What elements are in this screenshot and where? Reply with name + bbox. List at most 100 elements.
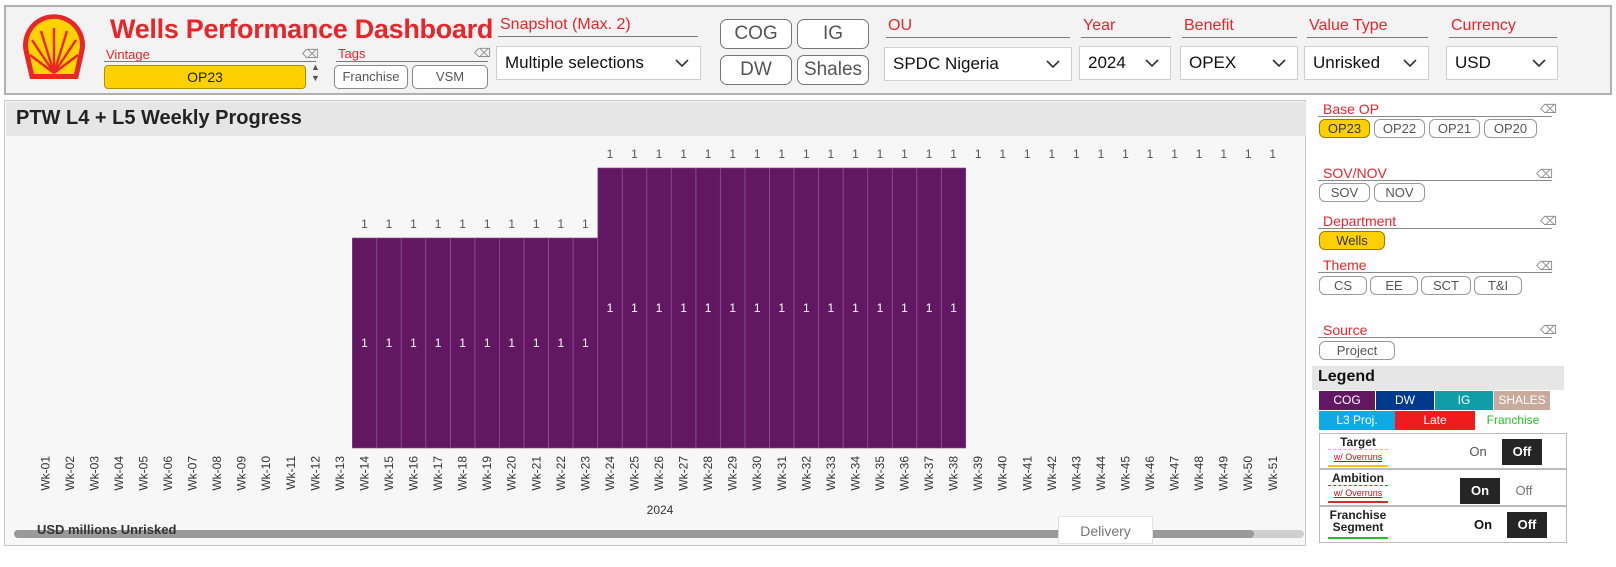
eraser-icon[interactable]: ⌫ — [302, 47, 319, 61]
x-tick-wk-14: Wk-14 — [357, 456, 371, 491]
year-underline — [1081, 37, 1171, 38]
total-label-wk-30: 1 — [754, 147, 761, 161]
benefit-value: OPEX — [1189, 53, 1237, 72]
x-tick-wk-35: Wk-35 — [873, 456, 887, 491]
franchise-off-button[interactable]: Off — [1507, 512, 1547, 538]
x-tick-wk-27: Wk-27 — [677, 456, 691, 491]
vintage-spinner[interactable]: ▲ ▼ — [311, 62, 320, 84]
x-tick-wk-16: Wk-16 — [407, 456, 421, 491]
bar-wk-24 — [597, 167, 623, 449]
eraser-icon[interactable]: ⌫ — [1540, 323, 1557, 337]
total-label-wk-40: 1 — [999, 147, 1006, 161]
spin-down-icon[interactable]: ▼ — [311, 73, 320, 83]
eraser-icon[interactable]: ⌫ — [1536, 259, 1553, 273]
eraser-icon[interactable]: ⌫ — [1540, 214, 1557, 228]
bar-wk-30 — [744, 167, 770, 449]
x-tick-wk-38: Wk-38 — [947, 456, 961, 491]
chevron-down-icon — [1532, 59, 1546, 68]
dw-button[interactable]: DW — [720, 55, 792, 85]
base-op-op20[interactable]: OP20 — [1484, 119, 1537, 138]
sov-button[interactable]: SOV — [1319, 183, 1370, 202]
ou-label: OU — [888, 17, 912, 34]
legend-chip-cog: COG — [1319, 391, 1375, 410]
target-label: Target — [1340, 435, 1376, 449]
shales-button[interactable]: Shales — [797, 55, 869, 85]
x-tick-wk-02: Wk-02 — [63, 456, 77, 491]
value-type-dropdown[interactable]: Unrisked — [1304, 46, 1429, 80]
x-tick-wk-31: Wk-31 — [775, 456, 789, 491]
ambition-on-button[interactable]: On — [1460, 478, 1500, 504]
franchise-on-button[interactable]: On — [1473, 517, 1493, 532]
x-tick-wk-06: Wk-06 — [161, 456, 175, 491]
x-tick-wk-40: Wk-40 — [996, 456, 1010, 491]
ou-dropdown[interactable]: SPDC Nigeria — [884, 47, 1072, 81]
department-wells[interactable]: Wells — [1319, 231, 1385, 250]
x-tick-wk-32: Wk-32 — [799, 456, 813, 491]
x-tick-wk-36: Wk-36 — [898, 456, 912, 491]
segment-label-wk-22: 1 — [557, 336, 564, 350]
segment-label-wk-18: 1 — [459, 336, 466, 350]
theme-label: Theme — [1323, 257, 1367, 273]
ig-button[interactable]: IG — [797, 19, 869, 49]
segment-label-wk-26: 1 — [656, 301, 663, 315]
segment-label-wk-33: 1 — [828, 301, 835, 315]
currency-dropdown[interactable]: USD — [1446, 46, 1558, 80]
x-tick-wk-50: Wk-50 — [1241, 456, 1255, 491]
chevron-down-icon — [675, 59, 689, 68]
ambition-off-button[interactable]: Off — [1515, 483, 1533, 498]
bar-wk-37 — [916, 167, 942, 449]
chevron-down-icon — [1046, 60, 1060, 69]
bar-wk-28 — [695, 167, 721, 449]
snapshot-dropdown[interactable]: Multiple selections — [496, 46, 701, 80]
delivery-tab[interactable]: Delivery — [1058, 516, 1153, 544]
theme-ti[interactable]: T&I — [1474, 276, 1522, 295]
segment-label-wk-19: 1 — [484, 336, 491, 350]
theme-ee[interactable]: EE — [1370, 276, 1418, 295]
base-op-op22[interactable]: OP22 — [1374, 119, 1425, 138]
cog-button[interactable]: COG — [720, 19, 792, 49]
segment-label-wk-28: 1 — [705, 301, 712, 315]
target-toggle-row: Target w/ Overruns On Off — [1319, 433, 1567, 469]
segment-label-wk-32: 1 — [803, 301, 810, 315]
x-tick-wk-11: Wk-11 — [284, 456, 298, 490]
eraser-icon[interactable]: ⌫ — [1536, 167, 1553, 181]
total-label-wk-27: 1 — [680, 147, 687, 161]
x-tick-wk-24: Wk-24 — [603, 456, 617, 491]
eraser-icon[interactable]: ⌫ — [474, 46, 491, 60]
nov-button[interactable]: NOV — [1374, 183, 1425, 202]
x-tick-wk-28: Wk-28 — [701, 456, 715, 491]
x-tick-wk-42: Wk-42 — [1045, 456, 1059, 491]
total-label-wk-18: 1 — [459, 217, 466, 231]
base-op-op23[interactable]: OP23 — [1319, 119, 1370, 138]
segment-label-wk-21: 1 — [533, 336, 540, 350]
segment-label-wk-31: 1 — [778, 301, 785, 315]
x-tick-wk-37: Wk-37 — [922, 456, 936, 491]
tag-vsm-button[interactable]: VSM — [412, 65, 488, 89]
tag-franchise-button[interactable]: Franchise — [334, 65, 408, 89]
total-label-wk-46: 1 — [1147, 147, 1154, 161]
legend-chip-franchise: Franchise — [1477, 411, 1549, 430]
x-tick-wk-19: Wk-19 — [480, 456, 494, 491]
target-on-button[interactable]: On — [1469, 444, 1487, 459]
source-project[interactable]: Project — [1319, 341, 1395, 360]
vintage-select[interactable]: OP23 — [104, 65, 306, 89]
year-dropdown[interactable]: 2024 — [1079, 46, 1171, 80]
scrollbar-thumb[interactable] — [14, 530, 1254, 538]
benefit-dropdown[interactable]: OPEX — [1180, 46, 1298, 80]
total-label-wk-43: 1 — [1073, 147, 1080, 161]
theme-underline — [1318, 272, 1552, 273]
segment-label-wk-14: 1 — [361, 336, 368, 350]
theme-cs[interactable]: CS — [1319, 276, 1367, 295]
x-tick-wk-48: Wk-48 — [1192, 456, 1206, 491]
theme-sct[interactable]: SCT — [1421, 276, 1471, 295]
bar-wk-32 — [793, 167, 819, 449]
legend-chip-ig: IG — [1435, 391, 1493, 410]
base-op-op21[interactable]: OP21 — [1429, 119, 1480, 138]
legend-chip-dw: DW — [1376, 391, 1434, 410]
total-label-wk-41: 1 — [1024, 147, 1031, 161]
spin-up-icon[interactable]: ▲ — [311, 62, 320, 72]
target-off-button[interactable]: Off — [1502, 439, 1542, 465]
eraser-icon[interactable]: ⌫ — [1540, 102, 1557, 116]
x-tick-wk-23: Wk-23 — [578, 456, 592, 491]
x-tick-wk-29: Wk-29 — [726, 456, 740, 491]
